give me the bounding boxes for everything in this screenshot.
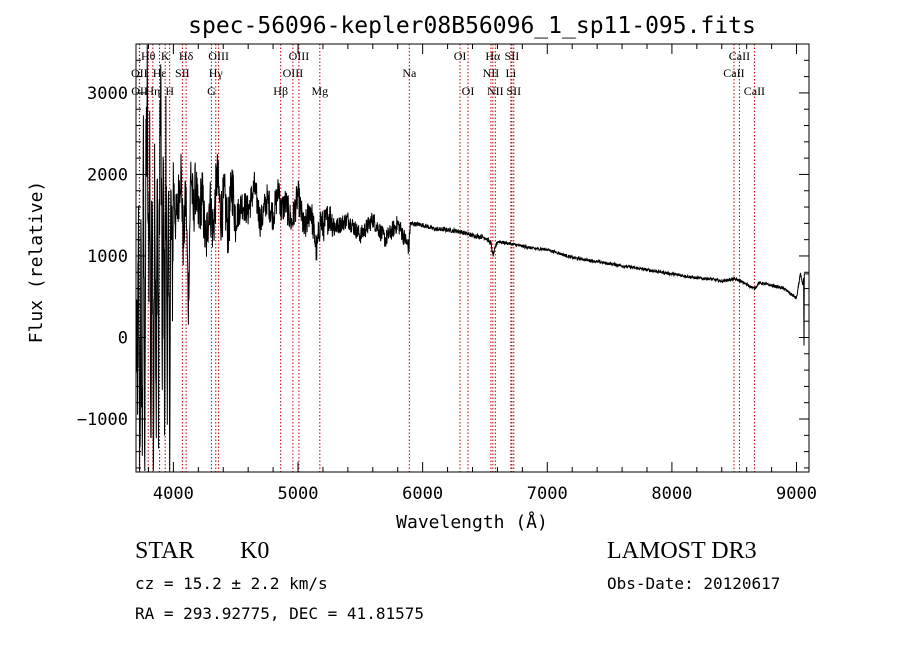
line-marker-label: OII [131,66,148,80]
line-marker-label: Mg [311,84,328,98]
chart-title: spec-56096-kepler08B56096_1_sp11-095.fit… [188,13,756,39]
line-marker-label: Hα [485,49,501,63]
y-axis-label: Flux (relative) [26,181,47,344]
line-marker-label: OI [462,84,475,98]
observation-date: Obs-Date: 20120617 [607,574,781,593]
line-marker-label: SII [506,84,521,98]
y-tick-label: 0 [118,328,128,348]
x-axis-label: Wavelength (Å) [396,511,548,533]
line-marker-label: OI [454,49,467,63]
axis-ticks [136,43,809,472]
x-tick-label: 8000 [651,484,692,504]
x-tick-label: 9000 [776,484,817,504]
line-marker-label: Hγ [209,66,224,80]
x-tick-label: 6000 [402,484,443,504]
line-marker-label: Na [402,66,417,80]
line-marker-label: CaII [744,84,765,98]
line-marker-label: OIII [283,66,304,80]
y-tick-label: 1000 [87,247,128,267]
survey-name: LAMOST DR3 [607,538,757,564]
plot-frame [135,43,810,473]
redshift-info: cz = 15.2 ± 2.2 km/s [135,574,328,593]
x-axis-tick-labels: 4000 5000 6000 7000 8000 9000 [153,484,817,504]
y-tick-label: −1000 [77,410,128,430]
line-marker-label: NII [483,66,500,80]
line-marker-label: Hδ [179,49,194,63]
x-tick-label: 4000 [153,484,194,504]
spectral-subclass: K0 [240,538,270,564]
line-marker-label: Hβ [273,84,288,98]
line-marker-label: CaII [729,49,750,63]
coordinates-info: RA = 293.92775, DEC = 41.81575 [135,604,424,623]
line-marker-label: NII [487,84,504,98]
y-axis-tick-labels: −1000 0 1000 2000 3000 [77,84,128,430]
line-marker-label: G [207,84,216,98]
line-marker-label: K [161,49,170,63]
line-marker-label: Hε [153,66,167,80]
line-marker-label: OIII [208,49,229,63]
line-marker-label: H [165,84,174,98]
line-marker-label: Hθ [141,49,156,63]
line-marker-label: Hη [145,84,160,98]
line-marker-label: SII [505,49,520,63]
line-marker-label: Li [506,66,517,80]
line-markers [138,44,755,472]
x-tick-label: 7000 [527,484,568,504]
line-marker-label: SII [175,66,190,80]
line-marker-label: OIII [289,49,310,63]
line-marker-label: CaII [723,66,744,80]
y-tick-label: 3000 [87,84,128,104]
object-type: STAR [135,538,195,564]
y-tick-label: 2000 [87,165,128,185]
x-tick-label: 5000 [278,484,319,504]
spectrum-series-line [135,44,809,472]
line-marker-label: OII [131,84,148,98]
